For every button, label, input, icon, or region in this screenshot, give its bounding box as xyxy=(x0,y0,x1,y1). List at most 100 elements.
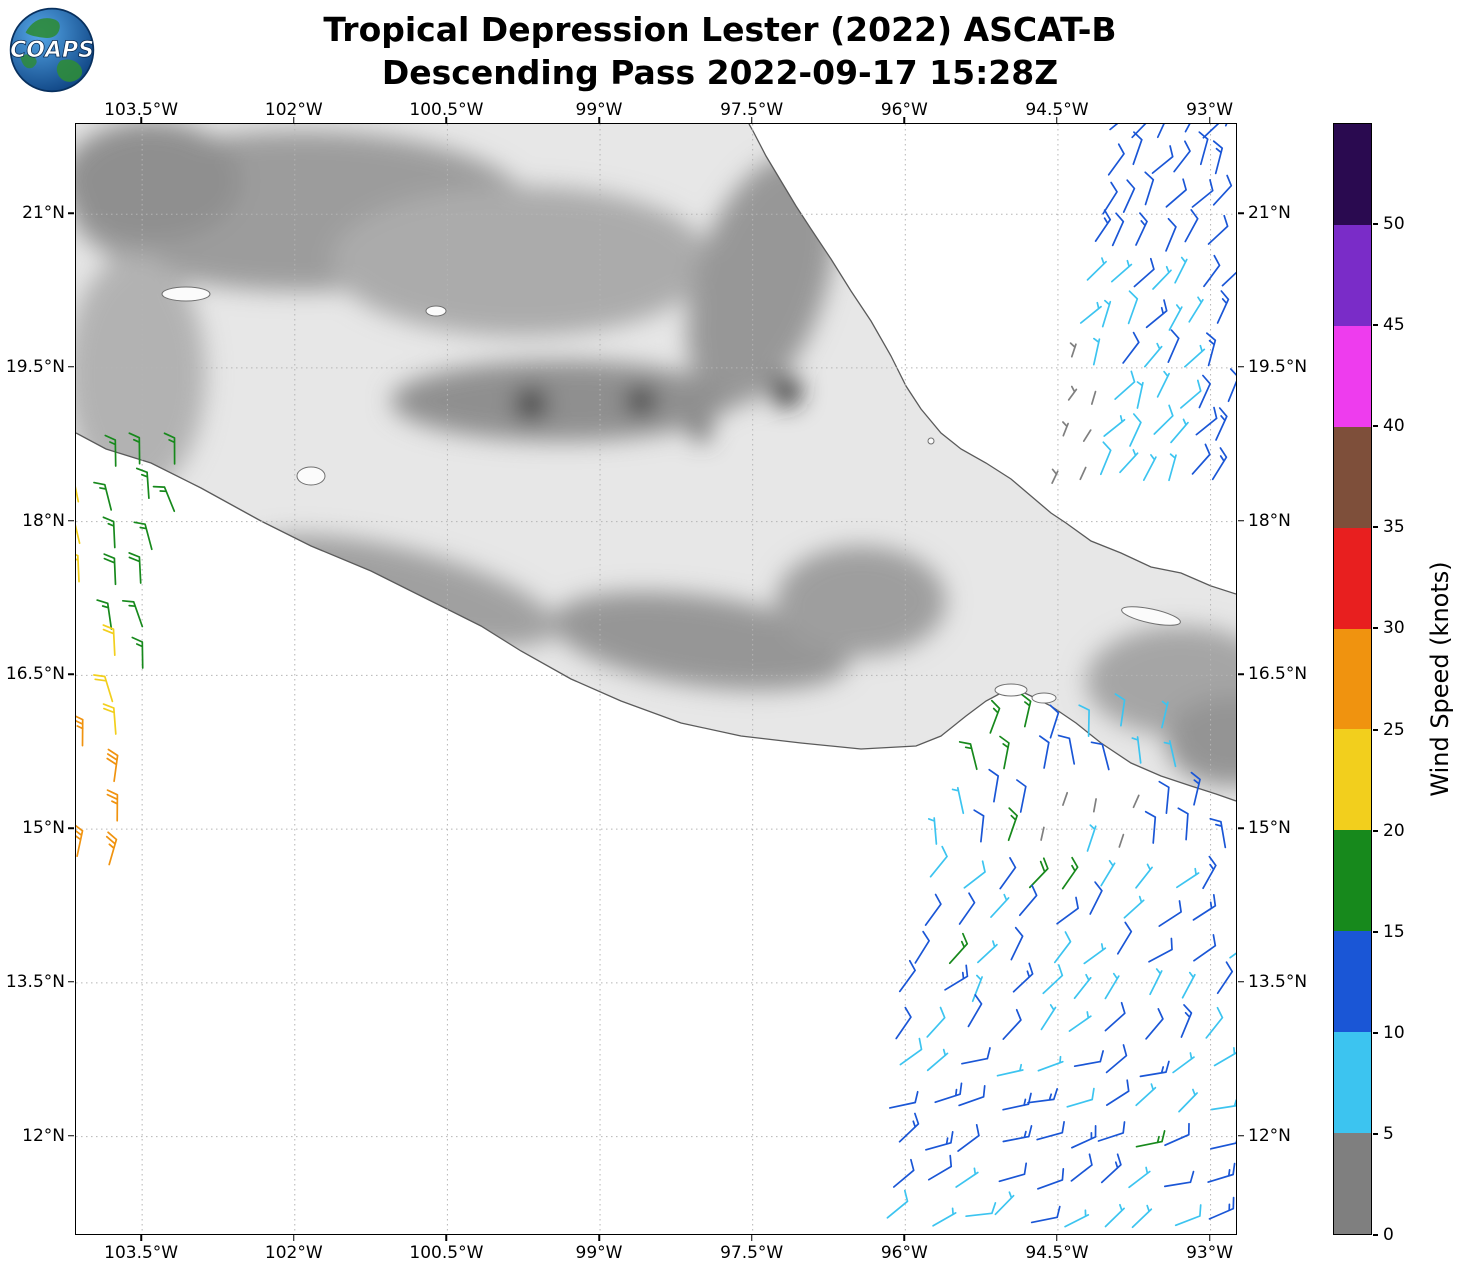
wind-barb xyxy=(1099,441,1112,476)
lon-tick-mark xyxy=(750,117,753,123)
lat-tick-label-right: 21°N xyxy=(1248,203,1291,224)
wind-barb xyxy=(1152,265,1172,290)
lon-tick-mark xyxy=(1056,1235,1058,1241)
colorbar-tick-label: 20 xyxy=(1383,820,1405,841)
wind-barb xyxy=(934,1082,963,1104)
wind-barb xyxy=(1030,1205,1061,1224)
terrain-peak xyxy=(691,421,711,441)
colorbar-tick-label: 35 xyxy=(1383,517,1405,538)
wind-barb xyxy=(1156,370,1170,398)
wind-barb xyxy=(926,1048,949,1072)
lat-tick-mark xyxy=(68,1134,74,1137)
terrain-blob xyxy=(76,124,241,241)
wind-barb xyxy=(1079,301,1102,324)
colorbar-tick-mark xyxy=(1373,425,1378,428)
lon-tick-label-top: 103.5°W xyxy=(104,100,179,120)
colorbar-segment-orange xyxy=(1334,628,1371,730)
lat-tick-label-right: 18°N xyxy=(1248,510,1291,531)
wind-barb xyxy=(96,599,113,630)
colorbar-segment-red xyxy=(1334,527,1371,629)
wind-barb xyxy=(1144,342,1163,368)
colorbar-tick-label: 50 xyxy=(1383,214,1405,235)
wind-barb xyxy=(948,932,969,965)
wind-barb xyxy=(1092,337,1101,366)
wind-barb xyxy=(955,1167,979,1188)
wind-barb xyxy=(1165,178,1187,208)
wind-barb xyxy=(914,930,930,964)
colorbar-segment-magenta xyxy=(1334,325,1371,427)
wind-barb xyxy=(1103,415,1126,437)
lon-tick-label-top: 94.5°W xyxy=(1025,100,1089,120)
wind-barb xyxy=(1010,926,1024,961)
colorbar-tick-mark xyxy=(1373,324,1378,327)
wind-barb xyxy=(1191,443,1211,475)
wind-barb xyxy=(121,599,144,628)
lon-tick-label-bottom: 102°W xyxy=(264,1243,323,1263)
wind-barb xyxy=(988,768,1000,803)
wind-barb xyxy=(1156,124,1165,139)
wind-barb xyxy=(898,959,916,993)
wind-barb xyxy=(1135,863,1153,889)
wind-barb xyxy=(1100,1153,1122,1184)
wind-barb xyxy=(1040,826,1045,841)
lat-tick-label-right: 15°N xyxy=(1248,818,1291,839)
wind-barb xyxy=(1158,780,1170,815)
wind-barb xyxy=(93,481,113,511)
wind-barb xyxy=(963,860,986,889)
lon-tick-mark xyxy=(445,1235,448,1241)
wind-barb xyxy=(898,1112,920,1143)
logo-text: COAPS xyxy=(10,38,94,63)
lat-tick-mark xyxy=(1238,519,1244,522)
wind-barb xyxy=(1211,447,1228,481)
wind-barb xyxy=(1133,257,1155,288)
colorbar-segment-green xyxy=(1334,830,1371,932)
terrain-blob xyxy=(687,155,835,407)
lon-tick-label-bottom: 97.5°W xyxy=(720,1243,784,1263)
lat-tick-mark xyxy=(68,673,74,676)
colorbar-tick-mark xyxy=(1373,829,1378,832)
terrain-peak xyxy=(771,376,801,406)
wind-barb xyxy=(76,553,80,583)
wind-barb xyxy=(163,432,176,465)
logo-landmass xyxy=(25,18,60,38)
terrain-shading xyxy=(76,124,1236,786)
wind-barb xyxy=(135,467,150,500)
colorbar-tick-label: 30 xyxy=(1383,618,1405,639)
colorbar-tick-mark xyxy=(1373,930,1378,933)
terrain-peak xyxy=(515,388,547,420)
wind-barb xyxy=(996,1063,1024,1077)
wind-barb xyxy=(961,1047,991,1065)
lat-tick-mark xyxy=(1238,1134,1244,1137)
wind-barb xyxy=(1212,140,1224,175)
colorbar-tick-mark xyxy=(1373,1132,1378,1135)
wind-barb xyxy=(1192,894,1217,921)
wind-barb xyxy=(103,553,117,586)
logo-landmass xyxy=(20,54,37,69)
wind-barb xyxy=(102,516,116,549)
colorbar-tick-mark xyxy=(1373,1234,1378,1236)
island xyxy=(927,437,935,445)
terrain-blob xyxy=(76,254,206,494)
wind-barb xyxy=(93,674,114,703)
lon-tick-mark xyxy=(140,117,142,123)
logo-landmass xyxy=(56,59,83,82)
colorbar-segment-yellow xyxy=(1334,729,1371,831)
colorbar-tick-mark xyxy=(1373,1031,1378,1034)
wind-barb xyxy=(1066,1087,1095,1108)
wind-barb xyxy=(965,1202,997,1218)
colorbar-segment-blue xyxy=(1334,931,1371,1033)
wind-barb xyxy=(1038,735,1050,769)
plot-title: Tropical Depression Lester (2022) ASCAT-… xyxy=(0,8,1440,94)
wind-barb xyxy=(1216,290,1230,324)
lon-tick-mark xyxy=(293,1235,295,1241)
lat-tick-label-right: 13.5°N xyxy=(1248,971,1308,992)
wind-barb xyxy=(888,1090,919,1109)
wind-barb xyxy=(1207,1162,1236,1183)
wind-barb xyxy=(1145,299,1168,329)
wind-barb xyxy=(1168,453,1177,482)
lon-tick-mark xyxy=(293,117,295,123)
wind-barb xyxy=(967,994,983,1028)
lon-tick-label-bottom: 103.5°W xyxy=(104,1243,179,1263)
wind-barb xyxy=(1067,385,1078,401)
